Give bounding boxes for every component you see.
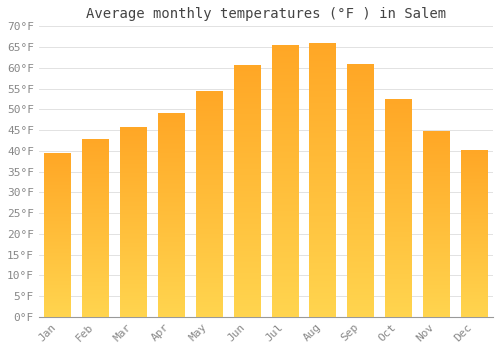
Bar [158,113,184,317]
Bar [82,139,109,317]
Bar [385,99,411,317]
Bar [348,64,374,317]
Bar [310,44,336,317]
Title: Average monthly temperatures (°F ) in Salem: Average monthly temperatures (°F ) in Sa… [86,7,446,21]
Bar [120,127,146,317]
Bar [196,91,222,317]
Bar [423,131,450,317]
Bar [234,66,260,317]
Bar [272,46,298,317]
Bar [461,150,487,317]
Bar [44,153,71,317]
